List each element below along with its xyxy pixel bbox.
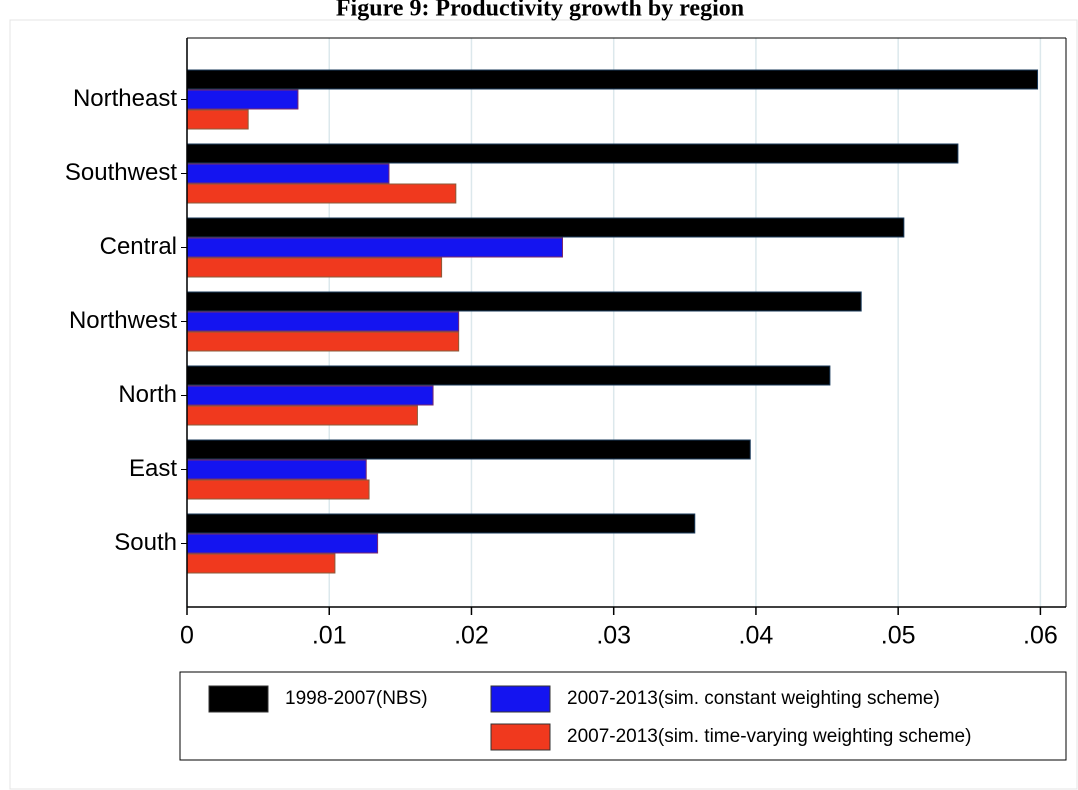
y-tick-label: South (114, 529, 177, 556)
bar (186, 291, 862, 312)
bar (186, 385, 434, 406)
y-tick-label: North (118, 381, 177, 408)
x-tick-label: .03 (596, 622, 631, 650)
bar (186, 479, 370, 500)
bar (186, 553, 336, 574)
bar (186, 89, 299, 110)
bar (186, 365, 831, 386)
x-tick-label: .05 (881, 622, 916, 650)
bar (186, 311, 460, 332)
bar (186, 533, 379, 554)
y-tick-label: Northwest (69, 307, 177, 334)
legend-swatch (490, 685, 551, 713)
x-tick-label: .06 (1023, 622, 1058, 650)
legend-swatch (208, 685, 269, 713)
x-tick-label: .01 (312, 622, 347, 650)
y-tick-label: Southwest (65, 159, 177, 186)
bar (186, 163, 390, 184)
x-tick-label: 0 (180, 622, 194, 650)
x-tick-label: .04 (739, 622, 774, 650)
chart-title: Figure 9: Productivity growth by region (336, 0, 744, 22)
y-tick-label: East (129, 455, 177, 482)
legend-label: 1998-2007(NBS) (285, 688, 428, 709)
bar (186, 143, 959, 164)
y-tick-label: Northeast (73, 85, 177, 112)
legend-swatch (490, 723, 551, 751)
legend-label: 2007-2013(sim. constant weighting scheme… (567, 688, 940, 709)
bar (186, 183, 457, 204)
bar (186, 439, 751, 460)
legend-box (179, 671, 1067, 761)
y-tick-label: Central (100, 233, 177, 260)
bar (186, 109, 249, 130)
bar (186, 513, 696, 534)
legend-label: 2007-2013(sim. time-varying weighting sc… (567, 726, 971, 747)
bar (186, 237, 563, 258)
bar (186, 69, 1039, 90)
bar (186, 217, 905, 238)
bar (186, 405, 418, 426)
bar (186, 459, 367, 480)
bar (186, 331, 460, 352)
bar (186, 257, 443, 278)
x-tick-label: .02 (454, 622, 489, 650)
